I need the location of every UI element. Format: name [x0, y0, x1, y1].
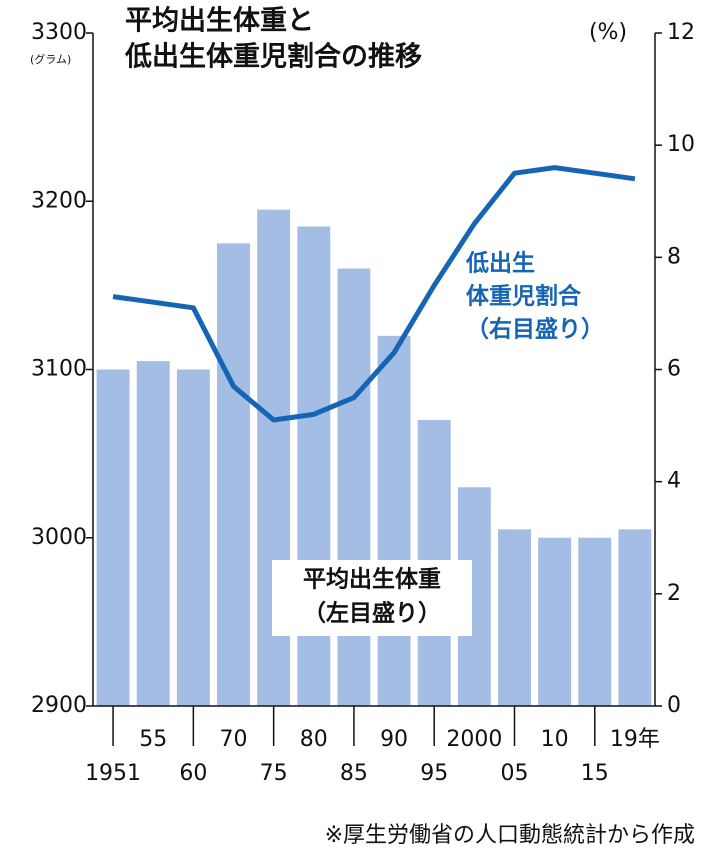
- x-tick-label: 75: [260, 761, 288, 786]
- bar: [176, 369, 210, 706]
- label-box: [272, 560, 472, 636]
- y2-tick-label: 6: [667, 357, 681, 382]
- line: [112, 165, 636, 423]
- y2-tick-label: 12: [667, 20, 695, 45]
- y2-tick-label: 10: [667, 132, 695, 157]
- x-tick-label: 05: [501, 761, 529, 786]
- x-tick-label: 70: [220, 727, 248, 752]
- series-label: （右目盛り）: [466, 316, 604, 343]
- x-tick-label: 85: [340, 761, 368, 786]
- y2-axis-label: (%): [589, 20, 627, 45]
- x-tick-label: 80: [300, 727, 328, 752]
- y2-tick-label: 0: [667, 693, 681, 718]
- y-axis-label: (グラム): [30, 52, 71, 66]
- series-label: （左目盛り）: [303, 600, 441, 627]
- x-tick-label: 90: [380, 727, 408, 752]
- bar: [96, 369, 130, 706]
- bar: [538, 537, 572, 706]
- series-label: 体重児割合: [466, 283, 582, 310]
- bar: [578, 537, 612, 706]
- x-tick-label: 15: [581, 761, 609, 786]
- bar: [136, 361, 170, 706]
- x-tick-label: 1951: [85, 761, 141, 786]
- y-tick-label: 3000: [31, 525, 87, 550]
- chart-title: 平均出生体重と: [125, 6, 314, 37]
- bar: [618, 529, 652, 706]
- x-tick-label: 2000: [446, 727, 502, 752]
- source-note: ※厚生労働省の人口動態統計から作成: [325, 823, 695, 848]
- x-tick-label: 95: [420, 761, 448, 786]
- x-tick-label: 55: [139, 727, 167, 752]
- series-label: 平均出生体重: [303, 566, 441, 593]
- bar: [217, 243, 250, 706]
- y2-tick-label: 2: [667, 581, 681, 606]
- x-tick-label: 60: [179, 761, 207, 786]
- bar: [498, 529, 531, 706]
- x-tick-label: 10: [541, 727, 569, 752]
- y2-tick-label: 8: [667, 244, 681, 269]
- y-tick-label: 3300: [31, 20, 87, 45]
- y2-tick-label: 4: [667, 469, 681, 494]
- bar: [337, 268, 371, 706]
- x-tick-label: 19年: [610, 727, 660, 752]
- y-tick-label: 3100: [31, 357, 87, 382]
- chart-title: 低出生体重児割合の推移: [124, 41, 422, 73]
- y-tick-label: 2900: [31, 693, 87, 718]
- bar: [377, 335, 411, 706]
- series-label: 低出生: [465, 251, 535, 277]
- y-tick-label: 3200: [31, 188, 87, 213]
